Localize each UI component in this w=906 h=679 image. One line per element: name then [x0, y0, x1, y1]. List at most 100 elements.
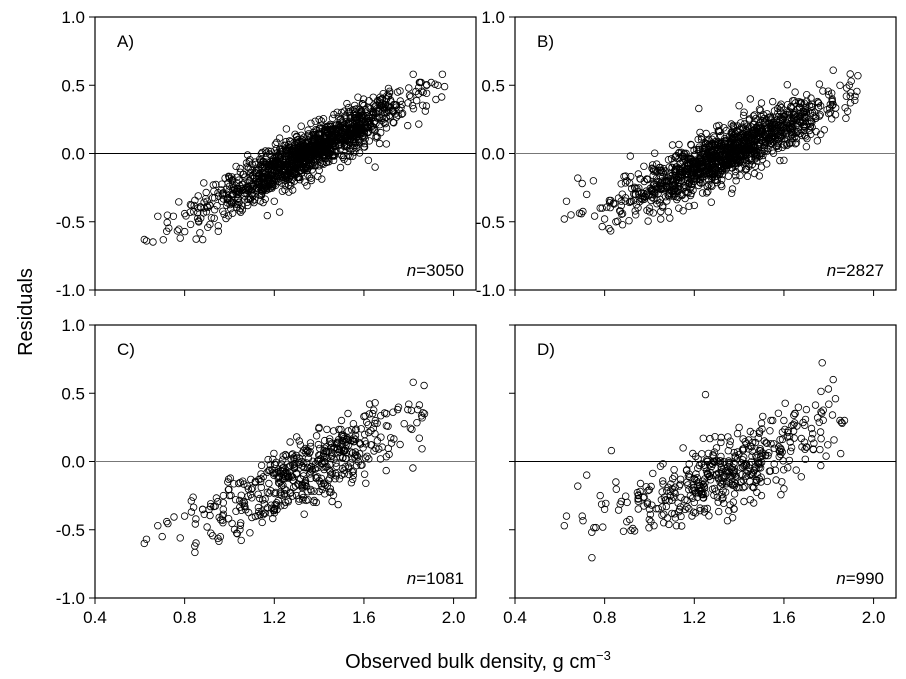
data-point — [736, 125, 744, 134]
y-tick-label: -1.0 — [56, 589, 85, 608]
data-point — [650, 522, 658, 530]
data-point — [724, 462, 732, 471]
data-point — [373, 437, 382, 445]
data-point — [646, 208, 654, 216]
data-point — [275, 473, 283, 481]
data-point — [743, 122, 751, 130]
data-point — [690, 201, 698, 210]
data-point — [670, 472, 679, 481]
data-point — [665, 497, 673, 505]
data-point — [816, 445, 824, 454]
data-point — [414, 90, 423, 98]
data-point — [282, 152, 290, 161]
data-point — [783, 140, 791, 148]
data-point — [251, 477, 259, 486]
data-point — [766, 467, 775, 475]
data-point — [217, 186, 225, 194]
data-point — [336, 453, 344, 461]
data-point — [714, 458, 722, 466]
data-point — [599, 523, 607, 531]
data-point — [367, 441, 375, 449]
data-point — [749, 112, 758, 120]
data-point — [315, 150, 323, 158]
data-point — [664, 207, 672, 216]
data-point — [812, 112, 820, 120]
data-point — [440, 82, 449, 91]
data-point — [365, 97, 373, 105]
data-point — [162, 227, 171, 235]
data-point — [259, 198, 267, 207]
data-point — [326, 485, 334, 493]
data-point — [362, 479, 370, 487]
data-point — [730, 460, 738, 468]
data-point — [347, 436, 355, 445]
data-point — [817, 461, 825, 470]
data-point — [259, 511, 267, 519]
x-tick-label: 1.2 — [682, 608, 706, 627]
data-point — [606, 199, 614, 207]
data-point — [326, 435, 334, 443]
data-point — [700, 505, 709, 513]
data-point — [233, 173, 241, 181]
data-point — [363, 119, 371, 127]
data-point — [653, 196, 661, 204]
data-point — [760, 141, 769, 150]
data-point — [706, 434, 714, 443]
data-point — [614, 506, 623, 514]
data-point — [382, 95, 391, 103]
data-point — [733, 147, 741, 156]
data-point — [693, 474, 701, 482]
data-point — [607, 227, 615, 235]
y-tick-label: 1.0 — [481, 8, 505, 27]
data-point — [279, 481, 287, 489]
data-point — [390, 435, 398, 443]
data-point — [701, 390, 710, 399]
data-point — [350, 124, 358, 132]
data-point — [689, 487, 697, 495]
data-point — [667, 183, 676, 192]
data-point — [290, 177, 299, 185]
data-point — [186, 200, 195, 209]
data-point — [612, 478, 620, 486]
y-tick-label: -1.0 — [56, 281, 85, 300]
data-point — [387, 434, 395, 442]
data-point — [284, 496, 292, 504]
data-point — [349, 471, 358, 480]
data-point — [803, 134, 811, 143]
data-point — [726, 501, 734, 509]
data-point — [837, 449, 845, 458]
data-point — [344, 118, 353, 126]
data-point — [328, 497, 336, 506]
data-point — [405, 400, 413, 408]
data-point — [600, 505, 609, 513]
data-point — [406, 424, 415, 432]
data-point — [806, 119, 814, 128]
data-point — [248, 513, 256, 522]
x-axis-title-main: Observed bulk density, g cm — [345, 651, 596, 673]
data-point — [843, 84, 851, 92]
data-point — [281, 181, 290, 189]
data-point — [727, 120, 735, 128]
data-point — [306, 154, 314, 162]
data-point — [344, 441, 353, 449]
data-point — [351, 453, 359, 461]
data-point — [158, 532, 166, 541]
data-point — [368, 409, 377, 418]
data-point — [344, 427, 352, 435]
data-point — [712, 157, 720, 166]
data-point — [760, 114, 768, 123]
data-point — [778, 428, 787, 436]
data-point — [249, 172, 257, 180]
data-point — [769, 149, 778, 157]
data-point — [657, 496, 666, 504]
data-point — [339, 436, 347, 445]
data-point — [825, 400, 833, 408]
data-point — [351, 426, 360, 434]
data-point — [335, 445, 344, 453]
data-point — [317, 147, 326, 156]
data-point — [311, 465, 319, 473]
data-point — [759, 128, 767, 136]
data-point — [836, 81, 844, 89]
data-point — [649, 187, 658, 195]
x-tick-label: 0.4 — [503, 608, 527, 627]
